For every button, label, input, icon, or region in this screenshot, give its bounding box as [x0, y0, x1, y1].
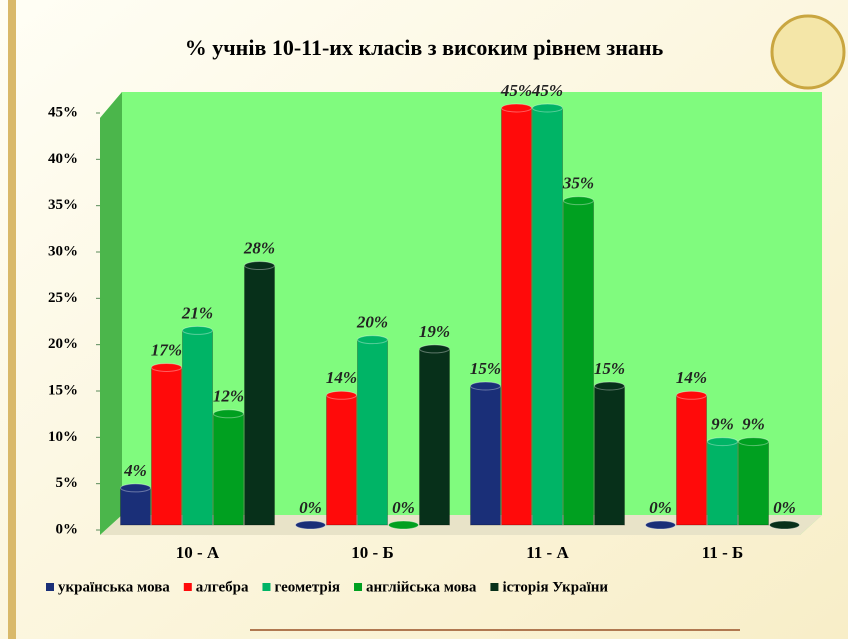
data-label: 0%: [299, 498, 322, 517]
bar-cap: [738, 437, 769, 447]
legend-label: українська мова: [58, 579, 170, 595]
y-tick-label: 5%: [56, 475, 79, 491]
bar: [244, 265, 275, 526]
data-label: 15%: [470, 359, 501, 378]
bar: [738, 441, 769, 526]
y-tick-label: 40%: [48, 151, 78, 167]
bar-cap: [388, 520, 419, 530]
data-label: 14%: [326, 368, 357, 387]
data-label: 0%: [773, 498, 796, 517]
data-label: 9%: [711, 415, 734, 434]
bar: [120, 487, 151, 526]
data-label: 4%: [123, 461, 147, 480]
bar: [419, 348, 450, 526]
left-border: [8, 0, 16, 639]
side-wall: [100, 92, 122, 535]
y-tick-label: 45%: [48, 104, 78, 120]
x-tick-label: 10 - Б: [351, 543, 393, 562]
legend-swatch: [46, 583, 54, 591]
data-label: 45%: [500, 81, 532, 100]
bar: [182, 329, 213, 526]
legend-swatch: [490, 583, 499, 591]
emblem: [770, 14, 846, 90]
bar: [676, 394, 707, 526]
bar-cap: [326, 390, 357, 400]
bar-cap: [357, 335, 388, 345]
bar: [563, 200, 594, 526]
bar-cap: [295, 520, 326, 530]
bar: [151, 366, 182, 526]
bar-cap: [645, 520, 676, 530]
bar-cap: [532, 103, 563, 113]
y-tick-label: 30%: [48, 243, 78, 259]
data-label: 14%: [676, 368, 707, 387]
data-label: 19%: [419, 322, 450, 341]
legend-label: геометрія: [274, 579, 340, 595]
legend: українська мова алгебра геометрія англійськ…: [46, 579, 608, 595]
bar: [357, 339, 388, 526]
bar: [213, 413, 244, 526]
bar-cap: [769, 520, 800, 530]
x-tick-label: 10 - А: [176, 543, 220, 562]
bar-cap: [120, 483, 151, 493]
back-wall: [100, 92, 822, 535]
data-label: 0%: [392, 498, 415, 517]
y-tick-label: 20%: [48, 336, 78, 352]
data-label: 28%: [243, 238, 275, 257]
y-tick-label: 25%: [48, 290, 78, 306]
legend-swatch: [183, 583, 192, 591]
bar-cap: [419, 344, 450, 354]
bar: [326, 394, 357, 526]
bar: [532, 107, 563, 526]
bar-cap: [151, 362, 182, 372]
y-tick-label: 10%: [48, 429, 78, 445]
legend-swatch: [262, 583, 271, 591]
legend-label: історія України: [502, 579, 608, 595]
bar-cap: [676, 390, 707, 400]
bar-cap: [213, 409, 244, 419]
bar-cap: [182, 325, 213, 335]
bar-cap: [244, 261, 275, 271]
bar-cap: [707, 437, 738, 447]
data-label: 20%: [356, 313, 388, 332]
legend-swatch: [354, 583, 363, 591]
bar-cap: [563, 196, 594, 206]
bar: [501, 107, 532, 526]
data-label: 35%: [562, 174, 594, 193]
data-label: 45%: [531, 81, 563, 100]
legend-label: алгебра: [196, 579, 249, 595]
x-tick-label: 11 - А: [526, 543, 569, 562]
floor: [100, 515, 822, 535]
data-label: 9%: [742, 415, 765, 434]
y-tick-label: 15%: [48, 382, 78, 398]
x-tick-label: 11 - Б: [702, 543, 743, 562]
y-tick-label: 35%: [48, 197, 78, 213]
bar-cap: [501, 103, 532, 113]
data-label: 15%: [594, 359, 625, 378]
bar: [707, 441, 738, 526]
bar: [470, 385, 501, 526]
legend-label: англійська мова: [366, 579, 477, 595]
data-label: 17%: [151, 340, 182, 359]
data-label: 0%: [649, 498, 672, 517]
bar: [594, 385, 625, 526]
y-tick-label: 0%: [56, 521, 79, 537]
chart-title: % учнів 10-11-их класів з високим рівнем…: [185, 35, 664, 60]
bar-cap: [470, 381, 501, 391]
bar-cap: [594, 381, 625, 391]
data-label: 21%: [181, 303, 213, 322]
data-label: 12%: [213, 387, 244, 406]
